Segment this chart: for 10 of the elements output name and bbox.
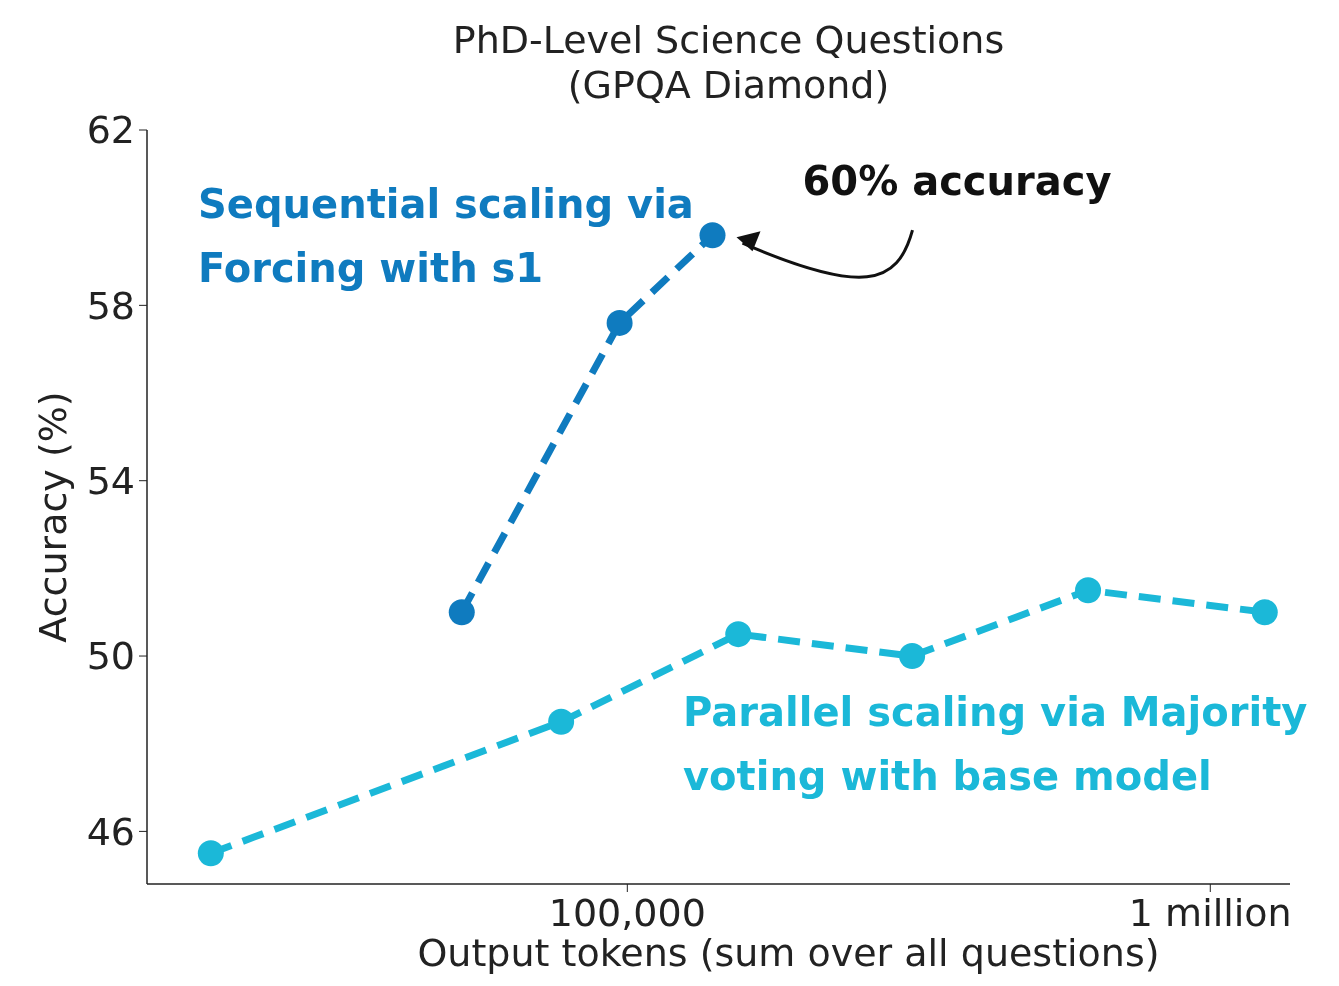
annotation: 60% accuracy — [802, 158, 1112, 205]
y-tick-label: 62 — [86, 108, 135, 153]
y-axis-title: Accuracy (%) — [31, 391, 75, 643]
y-tick-label: 54 — [86, 459, 135, 503]
y-tick-label: 58 — [86, 283, 135, 328]
series-label: Sequential scaling via Forcing with s1 — [198, 181, 694, 291]
series-label: Parallel scaling via Majority voting with base model — [683, 689, 1308, 799]
chart-title: PhD-Level Science Questions (GPQA Diamond) — [452, 18, 1005, 107]
y-tick-label: 46 — [86, 809, 135, 854]
y-tick-label: 50 — [86, 634, 135, 679]
